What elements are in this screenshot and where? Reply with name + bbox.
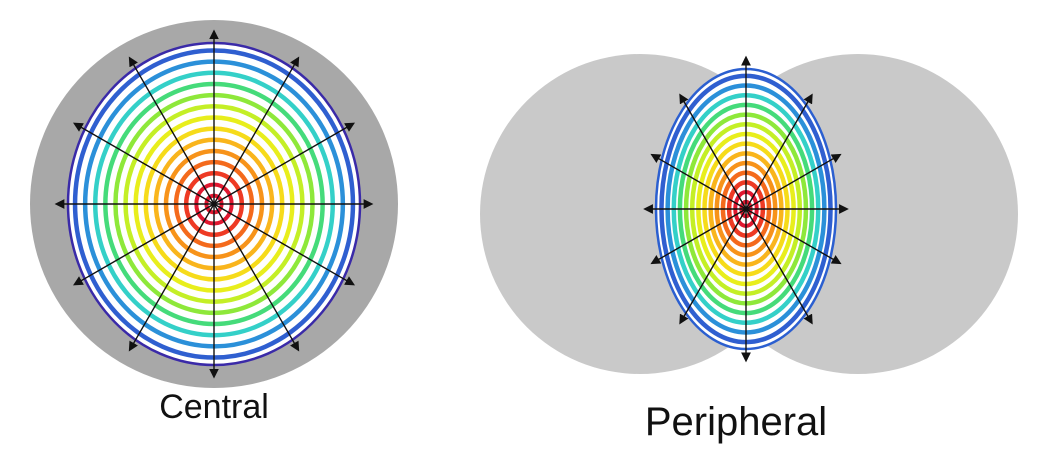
peripheral-meridian-arrow [745,93,813,210]
peripheral-meridian-arrow [745,208,842,265]
central-caption: Central [159,388,269,426]
central-meridian-arrow [73,122,215,205]
peripheral-meridian-arrow [745,208,813,325]
central-meridian-arrow [213,122,355,205]
central-meridian-arrow [73,203,215,286]
peripheral-panel [480,54,1018,374]
peripheral-meridian-arrow [679,93,747,210]
peripheral-meridian-arrow [679,208,747,325]
central-meridian-arrows [54,29,374,379]
peripheral-meridian-arrow [745,153,842,210]
peripheral-meridian-arrow [650,208,747,265]
central-meridian-arrow [213,203,355,286]
central-panel [30,20,398,388]
central-meridian-arrow [128,203,215,352]
peripheral-meridian-arrow [650,153,747,210]
central-meridian-arrow [213,203,300,352]
peripheral-caption: Peripheral [644,400,828,444]
central-meridian-arrow [213,56,300,205]
peripheral-meridian-arrows [643,55,849,363]
central-meridian-arrow [128,56,215,205]
